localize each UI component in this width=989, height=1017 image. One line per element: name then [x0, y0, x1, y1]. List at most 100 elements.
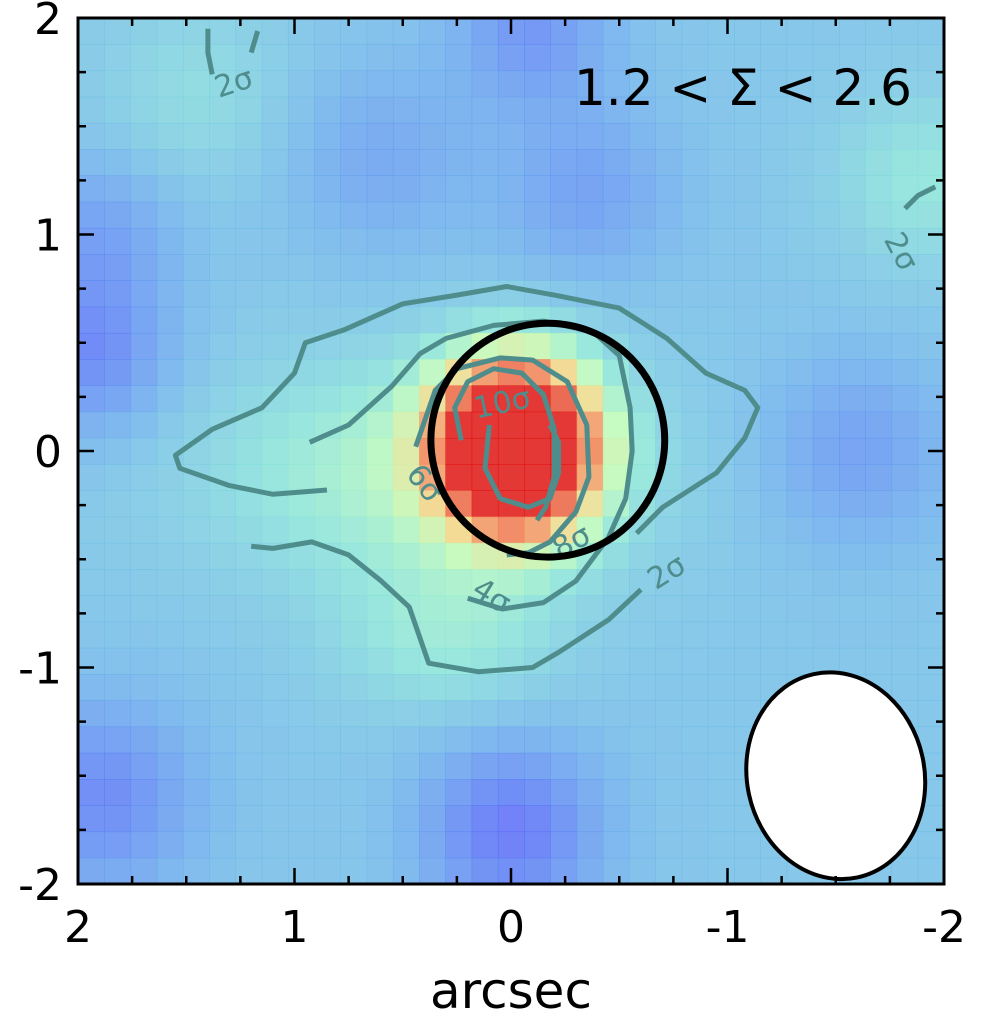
heatmap-pixel	[392, 149, 420, 177]
heatmap-pixel	[314, 280, 342, 308]
heatmap-pixel	[314, 752, 342, 780]
heatmap-pixel	[209, 332, 237, 360]
heatmap-pixel	[287, 306, 315, 334]
heatmap-pixel	[524, 149, 551, 177]
heatmap-pixel	[156, 385, 184, 413]
heatmap-pixel	[865, 542, 893, 570]
heatmap-pixel	[786, 18, 814, 45]
heatmap-pixel	[786, 385, 814, 413]
heatmap-pixel	[602, 122, 630, 150]
heatmap-pixel	[602, 70, 630, 98]
heatmap-pixel	[419, 201, 446, 229]
heatmap-pixel	[812, 175, 840, 203]
heatmap-pixel	[182, 674, 210, 701]
heatmap-pixel	[287, 122, 315, 150]
heatmap-pixel	[681, 516, 709, 544]
heatmap-pixel	[366, 726, 394, 754]
heatmap-pixel	[156, 805, 184, 833]
heatmap-pixel	[839, 44, 866, 72]
heatmap-pixel	[340, 647, 368, 675]
heatmap-pixel	[261, 674, 289, 701]
heatmap-pixel	[812, 201, 840, 229]
heatmap-pixel	[340, 700, 368, 728]
heatmap-pixel	[839, 647, 866, 675]
heatmap-pixel	[550, 122, 578, 150]
heatmap-pixel	[917, 516, 944, 544]
heatmap-pixel	[576, 595, 604, 623]
heatmap-pixel	[261, 595, 289, 623]
heatmap-pixel	[760, 122, 788, 150]
heatmap-pixel	[182, 569, 210, 596]
heatmap-pixel	[78, 621, 105, 649]
heatmap-pixel	[130, 752, 158, 780]
heatmap-pixel	[760, 227, 788, 255]
heatmap-pixel	[629, 70, 656, 98]
heatmap-pixel	[550, 779, 578, 806]
heatmap-pixel	[734, 96, 761, 124]
heatmap-pixel	[786, 306, 814, 334]
heatmap-pixel	[524, 464, 551, 491]
heatmap-pixel	[707, 779, 735, 806]
heatmap-pixel	[130, 122, 158, 150]
heatmap-pixel	[156, 569, 184, 596]
heatmap-pixel	[235, 805, 263, 833]
heatmap-pixel	[366, 332, 394, 360]
heatmap-pixel	[366, 542, 394, 570]
heatmap-pixel	[156, 542, 184, 570]
heatmap-pixel	[760, 96, 788, 124]
heatmap-pixel	[602, 254, 630, 282]
heatmap-pixel	[445, 254, 473, 282]
heatmap-pixel	[812, 227, 840, 255]
heatmap-pixel	[786, 175, 814, 203]
heatmap-pixel	[130, 411, 158, 439]
heatmap-pixel	[392, 674, 420, 701]
heatmap-pixel	[471, 726, 499, 754]
heatmap-pixel	[602, 18, 630, 45]
heatmap-pixel	[839, 359, 866, 386]
heatmap-pixel	[340, 831, 368, 859]
heatmap-pixel	[392, 411, 420, 439]
heatmap-pixel	[786, 490, 814, 518]
heatmap-pixel	[602, 857, 630, 884]
heatmap-pixel	[445, 726, 473, 754]
heatmap-pixel	[104, 437, 132, 465]
heatmap-pixel	[576, 175, 604, 203]
heatmap-pixel	[760, 542, 788, 570]
heatmap-pixel	[261, 122, 289, 150]
heatmap-pixel	[314, 490, 342, 518]
heatmap-pixel	[209, 254, 237, 282]
heatmap-pixel	[497, 96, 525, 124]
heatmap-pixel	[497, 464, 525, 491]
heatmap-pixel	[366, 516, 394, 544]
heatmap-pixel	[839, 542, 866, 570]
heatmap-pixel	[681, 752, 709, 780]
heatmap-pixel	[629, 700, 656, 728]
heatmap-pixel	[576, 227, 604, 255]
heatmap-pixel	[78, 569, 105, 596]
heatmap-pixel	[576, 18, 604, 45]
heatmap-pixel	[602, 674, 630, 701]
heatmap-pixel	[576, 831, 604, 859]
heatmap-pixel	[156, 149, 184, 177]
heatmap-pixel	[235, 437, 263, 465]
heatmap-pixel	[629, 779, 656, 806]
heatmap-pixel	[576, 96, 604, 124]
heatmap-pixel	[917, 254, 944, 282]
heatmap-pixel	[340, 437, 368, 465]
heatmap-pixel	[812, 359, 840, 386]
heatmap-pixel	[314, 831, 342, 859]
heatmap-pixel	[812, 70, 840, 98]
heatmap-pixel	[445, 752, 473, 780]
heatmap-pixel	[812, 96, 840, 124]
heatmap-pixel	[839, 569, 866, 596]
y-tick-label: 1	[34, 211, 62, 262]
heatmap-pixel	[471, 805, 499, 833]
heatmap-pixel	[629, 18, 656, 45]
heatmap-pixel	[314, 70, 342, 98]
heatmap-pixel	[812, 542, 840, 570]
heatmap-pixel	[681, 70, 709, 98]
heatmap-pixel	[524, 752, 551, 780]
heatmap-pixel	[786, 569, 814, 596]
heatmap-pixel	[445, 96, 473, 124]
heatmap-pixel	[445, 437, 473, 465]
